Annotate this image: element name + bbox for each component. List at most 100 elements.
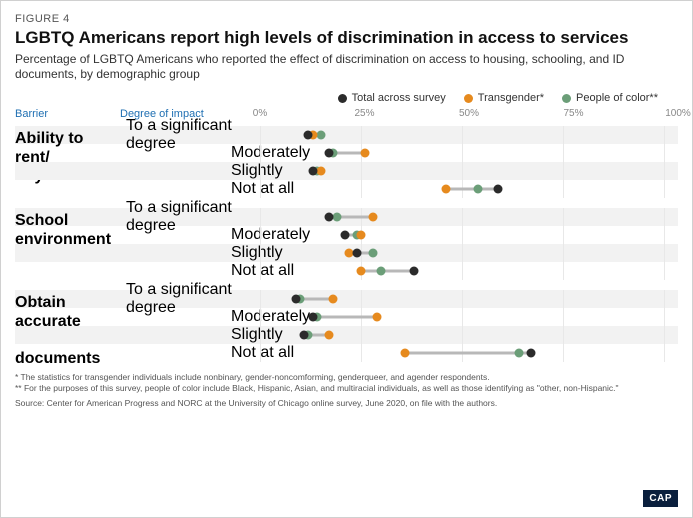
- chart-row: Moderately: [15, 226, 678, 244]
- gridline: [462, 290, 463, 308]
- chart-row: Obtain accurate ID documentsTo a signifi…: [15, 290, 678, 308]
- point-poc: [474, 185, 483, 194]
- point-transgender: [357, 267, 366, 276]
- point-poc: [316, 131, 325, 140]
- point-transgender: [361, 149, 370, 158]
- connector-line: [313, 316, 378, 319]
- gridline: [664, 290, 665, 308]
- gridline: [361, 326, 362, 344]
- gridline: [361, 344, 362, 362]
- gridline: [664, 162, 665, 180]
- chart-body: Barrier Degree of impact 0%25%50%75%100%: [15, 108, 678, 126]
- source-line: Source: Center for American Progress and…: [15, 398, 678, 408]
- gridline: [260, 308, 261, 326]
- cap-logo: CAP: [643, 490, 678, 507]
- gridline: [563, 162, 564, 180]
- gridline: [664, 144, 665, 162]
- point-total: [352, 249, 361, 258]
- footnotes: * The statistics for transgender individ…: [15, 372, 678, 393]
- point-total: [308, 167, 317, 176]
- point-transgender: [369, 213, 378, 222]
- gridline: [260, 326, 261, 344]
- point-transgender: [324, 331, 333, 340]
- gridline: [664, 208, 665, 226]
- figure-container: FIGURE 4 LGBTQ Americans report high lev…: [0, 0, 693, 518]
- gridline: [563, 244, 564, 262]
- gridline: [260, 290, 261, 308]
- axis-tick: 50%: [459, 108, 479, 119]
- gridline: [563, 308, 564, 326]
- gridline: [260, 244, 261, 262]
- gridline: [563, 344, 564, 362]
- x-axis: 0%25%50%75%100%: [260, 108, 678, 122]
- legend-item: Total across survey: [338, 92, 446, 104]
- gridline: [462, 208, 463, 226]
- legend-item: Transgender*: [464, 92, 544, 104]
- chart-row: Ability to rent/ buy a homeTo a signific…: [15, 126, 678, 144]
- gridline: [260, 262, 261, 280]
- gridline: [361, 180, 362, 198]
- gridline: [664, 326, 665, 344]
- legend-label: People of color**: [576, 92, 658, 104]
- chart-row: School environmentTo a significant degre…: [15, 208, 678, 226]
- point-total: [324, 149, 333, 158]
- chart-row: Moderately: [15, 308, 678, 326]
- chart-subtitle: Percentage of LGBTQ Americans who report…: [15, 52, 678, 82]
- point-transgender: [373, 313, 382, 322]
- gridline: [260, 144, 261, 162]
- plot-area: Ability to rent/ buy a homeTo a signific…: [15, 126, 678, 362]
- legend-dot-icon: [562, 94, 571, 103]
- point-poc: [369, 249, 378, 258]
- chart-row: Moderately: [15, 144, 678, 162]
- barrier-group: Ability to rent/ buy a homeTo a signific…: [15, 126, 678, 198]
- connector-line: [405, 352, 530, 355]
- gridline: [563, 262, 564, 280]
- gridline: [462, 144, 463, 162]
- gridline: [260, 180, 261, 198]
- axis-tick: 75%: [563, 108, 583, 119]
- gridline: [664, 126, 665, 144]
- point-transgender: [316, 167, 325, 176]
- point-total: [340, 231, 349, 240]
- point-total: [292, 295, 301, 304]
- point-total: [409, 267, 418, 276]
- gridline: [260, 126, 261, 144]
- footnote-line: ** For the purposes of this survey, peop…: [15, 383, 678, 394]
- gridline: [462, 126, 463, 144]
- plot-row: [260, 126, 664, 144]
- point-total: [324, 213, 333, 222]
- gridline: [260, 226, 261, 244]
- point-total: [308, 313, 317, 322]
- plot-row: [260, 326, 664, 344]
- gridline: [462, 244, 463, 262]
- gridline: [260, 344, 261, 362]
- axis-tick: 100%: [665, 108, 691, 119]
- plot-row: [260, 144, 664, 162]
- plot-row: [260, 290, 664, 308]
- plot-row: [260, 226, 664, 244]
- gridline: [462, 226, 463, 244]
- gridline: [462, 326, 463, 344]
- chart-row: Not at all: [15, 344, 678, 362]
- connector-line: [446, 188, 499, 191]
- plot-row: [260, 208, 664, 226]
- plot-row: [260, 162, 664, 180]
- plot-row: [260, 180, 664, 198]
- legend-dot-icon: [464, 94, 473, 103]
- gridline: [563, 226, 564, 244]
- chart-row: Slightly: [15, 162, 678, 180]
- gridline: [260, 162, 261, 180]
- point-transgender: [328, 295, 337, 304]
- footnote-line: * The statistics for transgender individ…: [15, 372, 678, 383]
- plot-row: [260, 244, 664, 262]
- gridline: [563, 126, 564, 144]
- gridline: [664, 180, 665, 198]
- plot-row: [260, 262, 664, 280]
- point-total: [526, 349, 535, 358]
- point-poc: [377, 267, 386, 276]
- gridline: [462, 262, 463, 280]
- gridline: [361, 290, 362, 308]
- legend-item: People of color**: [562, 92, 658, 104]
- gridline: [563, 144, 564, 162]
- legend-label: Transgender*: [478, 92, 544, 104]
